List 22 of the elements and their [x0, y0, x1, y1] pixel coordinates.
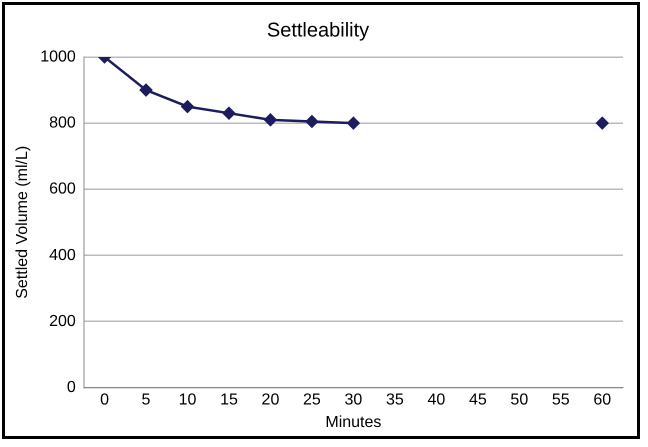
x-tick-label: 0 [100, 392, 110, 409]
x-tick-label: 60 [593, 392, 612, 409]
x-tick-label: 15 [220, 392, 238, 409]
y-tick-label: 200 [49, 312, 76, 330]
chart-title: Settleability [266, 20, 370, 42]
x-tick-label: 50 [510, 392, 528, 409]
x-tick-label: 30 [344, 392, 362, 409]
x-tick-label: 45 [468, 392, 487, 409]
x-tick-label: 20 [262, 392, 280, 409]
x-tick-label: 55 [552, 392, 570, 409]
x-axis-title: Minutes [325, 414, 382, 431]
y-tick-label: 1000 [40, 48, 76, 66]
y-axis-title: Settled Volume (ml/L) [14, 146, 32, 299]
x-tick-label: 10 [178, 392, 196, 409]
y-tick-label: 400 [49, 246, 76, 264]
y-tick-label: 0 [66, 379, 76, 396]
y-tick-label: 600 [49, 180, 76, 198]
x-tick-label: 5 [142, 392, 151, 409]
y-tick-label: 800 [49, 114, 76, 132]
x-tick-label: 35 [386, 392, 404, 409]
x-tick-label: 40 [427, 392, 446, 409]
x-tick-label: 25 [303, 392, 321, 409]
